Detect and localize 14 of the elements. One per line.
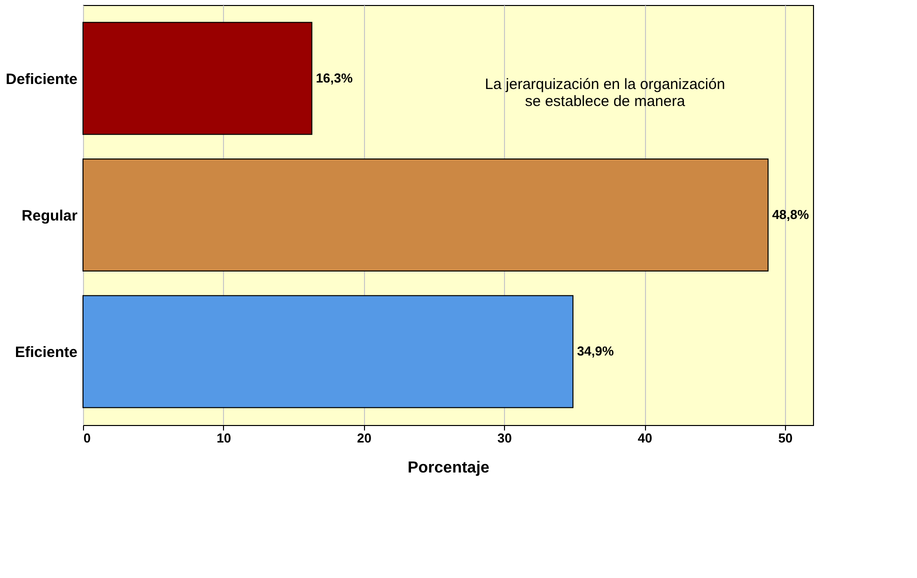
data-label: 48,8%	[772, 207, 810, 222]
data-label: 34,9%	[576, 344, 614, 359]
x-axis-title: Porcentaje	[408, 460, 490, 476]
x-tick-label: 10	[216, 430, 232, 446]
y-tick-label: Deficiente	[6, 70, 78, 88]
data-label: 16,3%	[316, 70, 354, 86]
x-tick-label: 40	[638, 430, 652, 446]
x-tick-label: 0	[84, 430, 91, 446]
x-tick-label: 20	[357, 430, 372, 446]
annotation: La jerarquización en la organización se establece de manera	[484, 76, 726, 110]
x-tick-label: 30	[497, 430, 512, 446]
y-tick-label: Eficiente	[14, 344, 78, 362]
y-tick-label: Regular	[22, 208, 78, 224]
x-tick-label: 50	[778, 430, 793, 446]
